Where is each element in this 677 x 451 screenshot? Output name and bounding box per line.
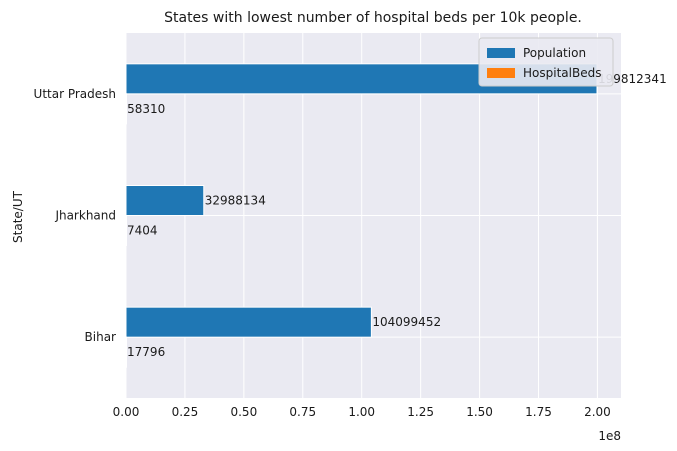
x-tick-label: 0.00 <box>113 405 140 419</box>
bar-hospitalbeds <box>125 215 127 246</box>
legend-label: Population <box>523 46 586 60</box>
bar-value-label: 32988134 <box>205 194 266 208</box>
bar-population <box>125 185 205 216</box>
x-tick-label: 1.50 <box>466 405 493 419</box>
chart-title: States with lowest number of hospital be… <box>164 10 582 26</box>
bar-hospitalbeds <box>125 93 127 125</box>
legend-label: HospitalBeds <box>523 66 601 80</box>
bar-value-label: 199812341 <box>598 72 667 86</box>
x-tick-label: 2.00 <box>584 405 611 419</box>
x-tick-label: 1.25 <box>407 405 434 419</box>
bar-value-label: 7404 <box>127 224 158 238</box>
y-tick-label: Uttar Pradesh <box>34 87 116 101</box>
x-tick-label: 0.50 <box>230 405 257 419</box>
bar-value-label: 104099452 <box>372 315 441 329</box>
x-tick-label: 0.75 <box>289 405 316 419</box>
bar-hospitalbeds <box>125 336 127 368</box>
x-tick-label: 0.25 <box>172 405 199 419</box>
y-tick-label: Bihar <box>85 330 117 344</box>
legend-swatch <box>487 48 515 58</box>
bar-value-label: 58310 <box>127 102 165 116</box>
y-tick-label: Jharkhand <box>54 209 116 223</box>
bar-population <box>125 306 372 338</box>
bar-value-label: 17796 <box>127 345 165 359</box>
x-tick-label: 1.75 <box>525 405 552 419</box>
x-axis-multiplier: 1e8 <box>598 429 621 443</box>
y-axis-label: State/UT <box>11 190 25 243</box>
legend-swatch <box>487 68 515 78</box>
x-tick-label: 1.00 <box>348 405 375 419</box>
